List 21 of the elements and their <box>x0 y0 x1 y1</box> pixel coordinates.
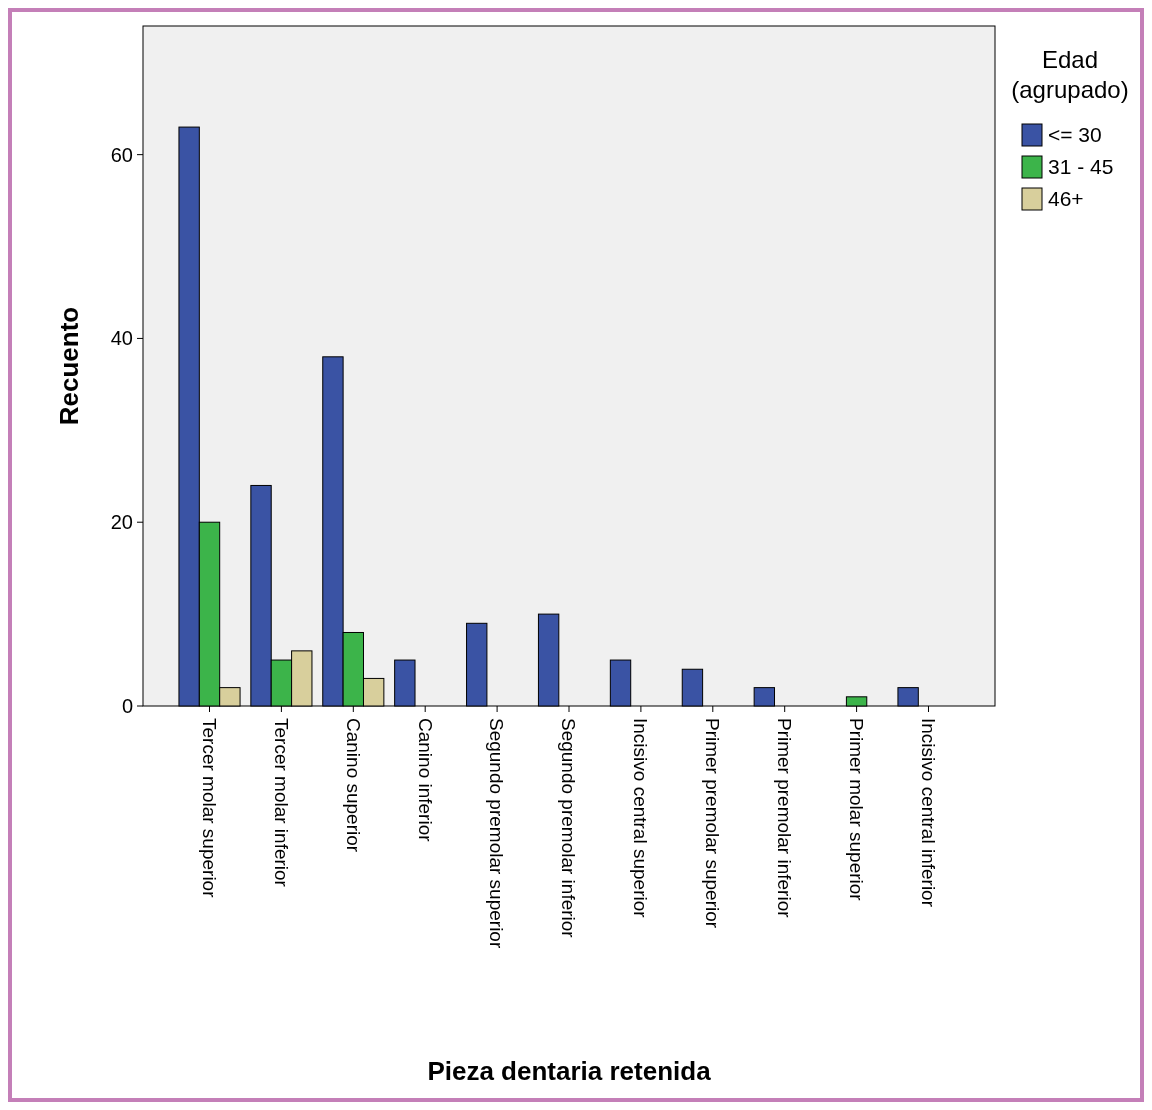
x-tick-label: Segundo premolar inferior <box>558 718 580 939</box>
legend-label: <= 30 <box>1048 123 1102 147</box>
x-tick-label: Primer premolar superior <box>702 718 724 929</box>
x-tick-label: Segundo premolar superior <box>486 718 508 949</box>
x-tick-label: Tercer molar inferior <box>270 718 292 888</box>
x-tick-label: Incisivo central inferior <box>917 718 939 908</box>
x-tick-label: Primer molar superior <box>845 718 867 902</box>
legend-title: Edad (agrupado) <box>1011 46 1129 103</box>
x-tick-label: Incisivo central superior <box>630 718 652 919</box>
legend-label: 46+ <box>1048 187 1084 211</box>
y-tick-label: 0 <box>121 695 133 717</box>
x-tick-label: Primer premolar inferior <box>774 718 796 919</box>
y-tick-label: 40 <box>110 327 133 350</box>
y-tick-label: 20 <box>110 511 133 534</box>
y-axis-title: Recuento <box>54 306 84 426</box>
x-axis-title: Pieza dentaria retenida <box>427 1056 712 1086</box>
x-tick-label: Canino inferior <box>414 718 436 843</box>
x-tick-label: Canino superior <box>342 718 364 853</box>
legend-label: 31 - 45 <box>1048 155 1114 179</box>
x-tick-label: Tercer molar superior <box>198 718 220 899</box>
y-tick-label: 60 <box>110 143 133 166</box>
